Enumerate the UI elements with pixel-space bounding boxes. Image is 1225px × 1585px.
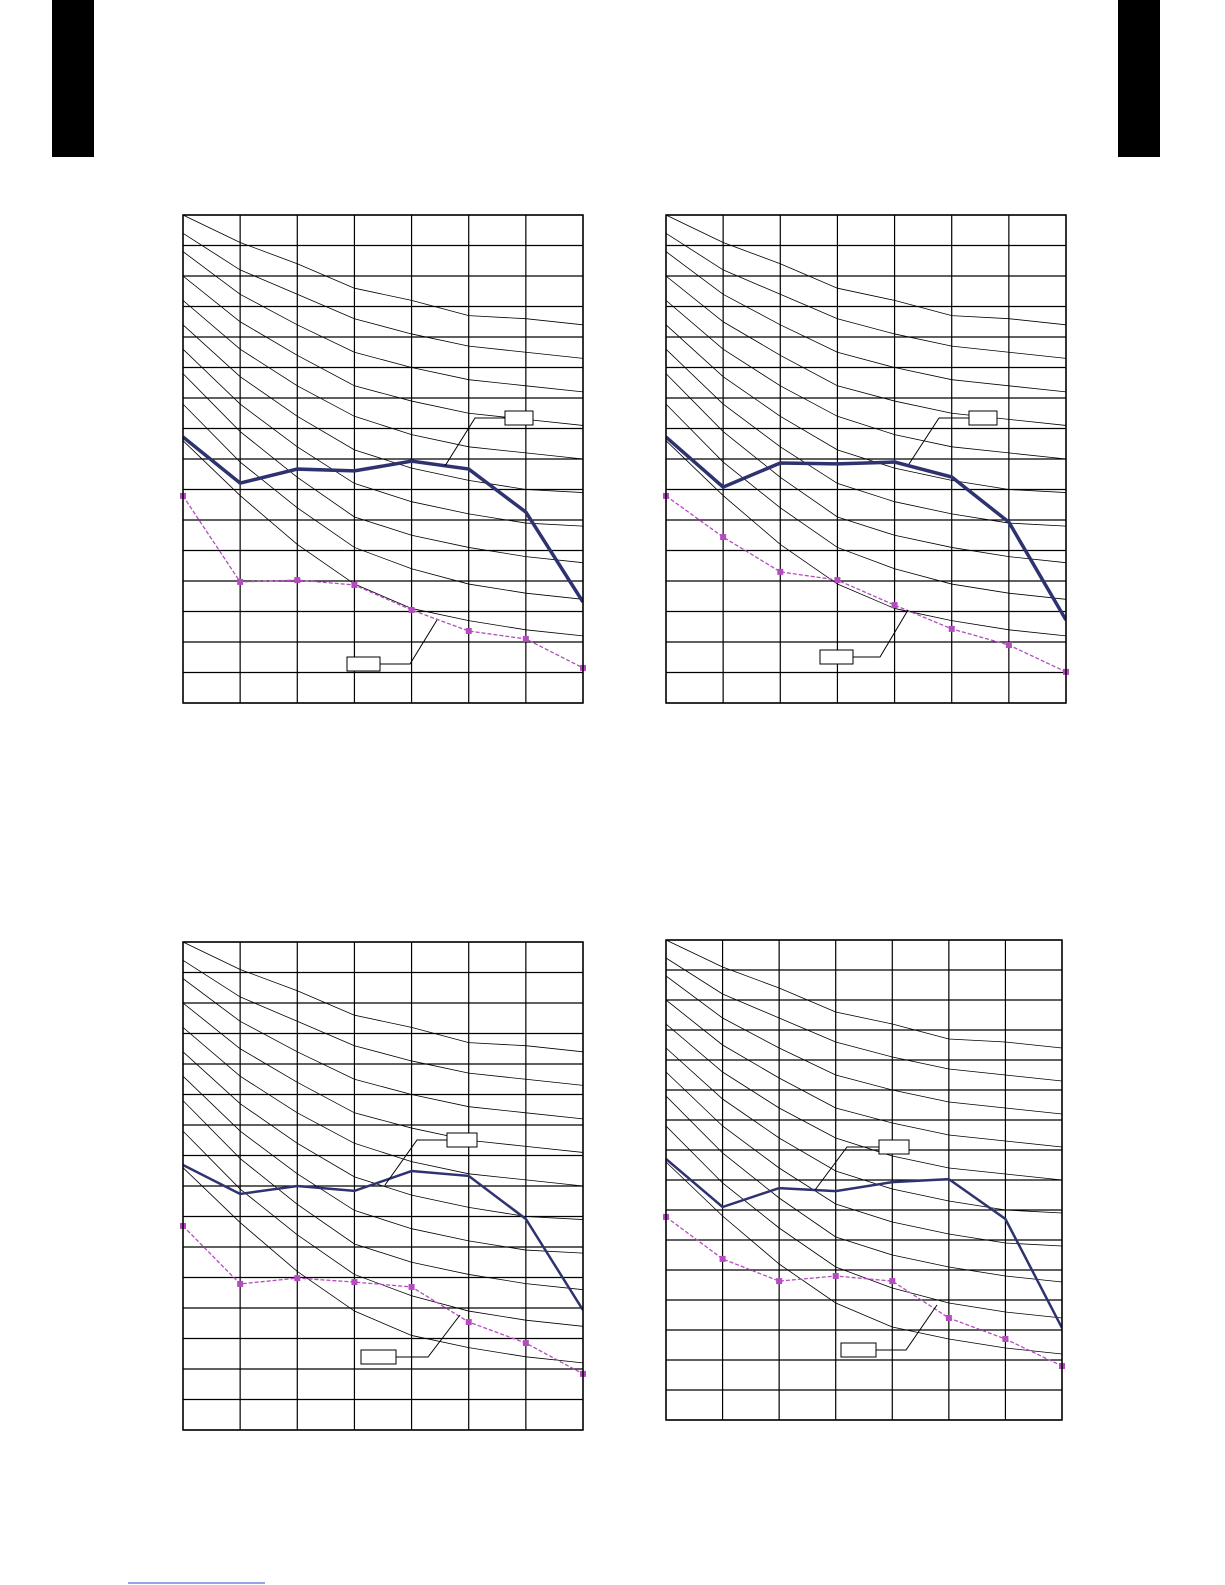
dashed-series-line: [666, 495, 1066, 673]
point-marker: [351, 1279, 358, 1286]
reference-curve: [666, 1071, 1062, 1247]
point-marker: [832, 1273, 839, 1279]
reference-curve: [666, 403, 1066, 600]
reference-curve: [666, 373, 1066, 564]
reference-curve: [183, 232, 583, 359]
point-marker: [351, 581, 358, 588]
reference-curve: [183, 959, 583, 1086]
reference-curve: [666, 957, 1062, 1082]
callout-leader: [444, 417, 505, 467]
reference-curve: [666, 940, 1062, 1049]
reference-curve: [183, 1027, 583, 1187]
reference-curve: [183, 324, 583, 493]
reference-curve: [183, 440, 583, 637]
callout-leader: [853, 609, 909, 658]
point-marker: [522, 635, 529, 642]
reference-curve: [183, 978, 583, 1120]
series-line: [183, 435, 583, 603]
point-marker: [294, 1275, 301, 1282]
point-marker: [891, 602, 898, 609]
dashed-series-line: [183, 1225, 583, 1375]
plot-frame: [182, 214, 584, 704]
point-marker: [889, 1278, 896, 1285]
reference-curve: [666, 1023, 1062, 1181]
reference-curve: [666, 1095, 1062, 1283]
reference-curve: [666, 975, 1062, 1115]
point-marker: [834, 577, 841, 584]
dashed-series-line: [183, 495, 583, 669]
reference-curve: [183, 1051, 583, 1220]
reference-curve: [666, 1161, 1062, 1355]
side-tab: [52, 0, 94, 157]
reference-curve: [183, 348, 583, 527]
point-marker: [1002, 1336, 1009, 1342]
callout-leader: [384, 1139, 447, 1186]
callout-leader: [814, 1146, 879, 1191]
reference-curve: [666, 324, 1066, 493]
chart: [663, 939, 1065, 1421]
point-marker: [777, 568, 784, 575]
point-marker: [465, 628, 472, 635]
callout-box: [819, 649, 854, 665]
point-marker: [719, 1255, 726, 1262]
point-marker: [1005, 642, 1012, 649]
reference-curve: [183, 251, 583, 393]
reference-curve: [666, 251, 1066, 393]
callout-leader: [908, 417, 969, 465]
reference-curve: [666, 440, 1066, 637]
reference-curve: [183, 1167, 583, 1364]
reference-curve: [183, 1100, 583, 1291]
callout-box: [346, 656, 381, 672]
reference-curve: [666, 232, 1066, 359]
callout-box: [360, 1349, 397, 1365]
callout-leader: [396, 1314, 461, 1358]
reference-curve: [183, 942, 583, 1053]
point-marker: [720, 534, 727, 541]
reference-curve: [666, 1125, 1062, 1319]
reference-curve: [183, 215, 583, 326]
reference-curve: [666, 999, 1062, 1148]
reference-curve: [183, 1002, 583, 1153]
series-line: [666, 435, 1066, 621]
reference-curve: [666, 348, 1066, 527]
callout-box: [446, 1132, 478, 1148]
plot-frame: [182, 941, 584, 1431]
callout-box: [878, 1139, 910, 1155]
reference-curve: [666, 215, 1066, 326]
reference-curve: [183, 373, 583, 564]
callout-box: [968, 410, 998, 426]
chart: [180, 214, 586, 704]
point-marker: [237, 1280, 244, 1287]
point-marker: [408, 1283, 415, 1290]
point-marker: [776, 1278, 783, 1285]
point-marker: [522, 1340, 529, 1347]
series-line: [183, 1163, 583, 1311]
reference-curve: [666, 275, 1066, 426]
reference-curve: [183, 1075, 583, 1254]
point-marker: [237, 578, 244, 585]
reference-curve: [666, 1047, 1062, 1214]
point-marker: [294, 577, 301, 584]
callout-box: [504, 410, 534, 426]
reference-curve: [183, 403, 583, 600]
reference-curve: [183, 300, 583, 460]
side-tab: [1118, 0, 1160, 157]
plot-frame: [665, 214, 1067, 704]
callout-leader: [876, 1304, 938, 1351]
point-marker: [465, 1319, 472, 1326]
chart: [663, 214, 1069, 704]
callout-box: [840, 1342, 877, 1358]
point-marker: [945, 1315, 952, 1321]
callout-leader: [380, 619, 438, 665]
series-line: [666, 1158, 1062, 1329]
plot-frame: [665, 939, 1063, 1421]
point-marker: [948, 625, 955, 632]
point-marker: [408, 606, 415, 613]
dashed-series-line: [666, 1216, 1062, 1367]
chart: [180, 941, 586, 1431]
reference-curve: [666, 300, 1066, 460]
